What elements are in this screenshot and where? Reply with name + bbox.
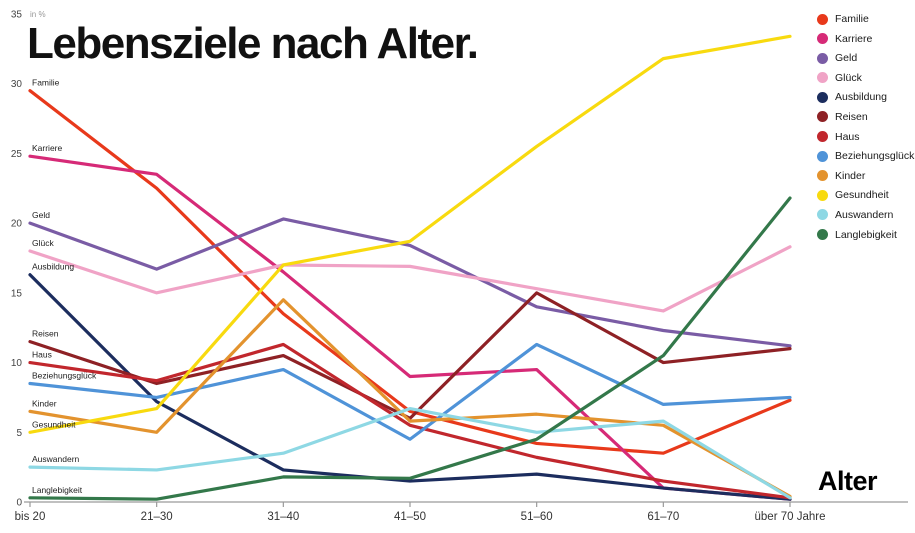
legend-label-beziehungsgl-ck: Beziehungsglück: [835, 150, 915, 163]
legend-item-reisen: Reisen: [817, 111, 914, 123]
y-tick-label-0: 0: [16, 498, 22, 509]
series-start-label-gesundheit: Gesundheit: [32, 419, 76, 429]
legend-label-gesundheit: Gesundheit: [835, 189, 889, 202]
series-line-reisen: [28, 291, 792, 420]
legend-item-familie: Familie: [817, 13, 914, 25]
legend-item-gl-ck: Glück: [817, 72, 914, 84]
series-start-label-gl-ck: Glück: [32, 238, 54, 248]
y-tick-label-10: 10: [11, 358, 23, 369]
legend-dot-reisen: [817, 111, 828, 123]
legend-dot-haus: [817, 131, 828, 143]
legend-dot-beziehungsgl-ck: [817, 150, 828, 162]
x-tick-label-bis-20: bis 20: [15, 511, 46, 523]
x-tick-label--ber-70-jahre: über 70 Jahre: [755, 511, 826, 523]
legend-dot-kinder: [817, 170, 828, 182]
x-tick-label-61-70: 61–70: [647, 511, 679, 523]
y-tick-label-25: 25: [11, 149, 23, 160]
series-line-auswandern: [28, 406, 792, 500]
series-line-gesundheit: [28, 34, 792, 434]
y-unit-label: in %: [30, 10, 46, 19]
legend-label-gl-ck: Glück: [835, 71, 862, 84]
legend-dot-auswandern: [817, 209, 828, 221]
legend-label-reisen: Reisen: [835, 110, 868, 123]
x-tick-label-21-30: 21–30: [141, 511, 173, 523]
chart-legend: Familie Karriere Geld Glück Ausbildung Reisen…: [817, 13, 914, 248]
page-title: Lebensziele nach Alter.: [27, 19, 479, 68]
legend-label-kinder: Kinder: [835, 169, 866, 182]
legend-dot-familie: [817, 13, 828, 25]
series-start-label-kinder: Kinder: [32, 398, 57, 408]
series-start-label-haus: Haus: [32, 350, 52, 360]
series-line-familie: [28, 89, 792, 455]
legend-dot-gesundheit: [817, 189, 828, 201]
series-start-label-auswandern: Auswandern: [32, 454, 80, 464]
legend-item-haus: Haus: [817, 131, 914, 143]
legend-item-langlebigkeit: Langlebigkeit: [817, 229, 914, 241]
x-tick-label-41-50: 41–50: [394, 511, 426, 523]
series-line-haus: [28, 342, 792, 500]
x-axis-title: Alter: [818, 466, 878, 496]
legend-item-geld: Geld: [817, 52, 914, 64]
legend-item-ausbildung: Ausbildung: [817, 91, 914, 103]
legend-item-kinder: Kinder: [817, 170, 914, 182]
series-line-geld: [28, 217, 792, 348]
series-start-label-familie: Familie: [32, 78, 60, 88]
legend-dot-ausbildung: [817, 91, 828, 103]
x-tick-label-51-60: 51–60: [521, 511, 553, 523]
y-tick-label-5: 5: [16, 428, 22, 439]
series-line-ausbildung: [28, 273, 792, 501]
legend-label-auswandern: Auswandern: [835, 208, 894, 221]
y-tick-label-30: 30: [11, 79, 23, 90]
series-line-kinder: [28, 298, 792, 499]
series-line-gl-ck: [28, 245, 792, 313]
series-line-langlebigkeit: [28, 196, 792, 501]
series-line-beziehungsgl-ck: [28, 342, 792, 441]
y-tick-label-20: 20: [11, 219, 23, 230]
legend-dot-karriere: [817, 33, 828, 45]
series-start-label-reisen: Reisen: [32, 329, 59, 339]
legend-label-geld: Geld: [835, 52, 858, 65]
legend-label-haus: Haus: [835, 130, 860, 143]
legend-item-gesundheit: Gesundheit: [817, 189, 914, 201]
legend-label-familie: Familie: [835, 13, 869, 25]
legend-item-auswandern: Auswandern: [817, 209, 914, 221]
series-start-label-langlebigkeit: Langlebigkeit: [32, 485, 83, 495]
x-tick-label-31-40: 31–40: [267, 511, 299, 523]
legend-dot-langlebigkeit: [817, 229, 828, 241]
series-start-label-karriere: Karriere: [32, 143, 63, 153]
legend-item-beziehungsgl-ck: Beziehungsglück: [817, 150, 914, 162]
y-tick-label-35: 35: [11, 10, 23, 21]
series-start-label-beziehungsgl-ck: Beziehungsglück: [32, 370, 97, 380]
series-start-label-ausbildung: Ausbildung: [32, 262, 74, 272]
series-start-label-geld: Geld: [32, 210, 50, 220]
y-tick-label-15: 15: [11, 288, 23, 299]
legend-item-karriere: Karriere: [817, 33, 914, 45]
legend-label-ausbildung: Ausbildung: [835, 91, 887, 104]
legend-label-langlebigkeit: Langlebigkeit: [835, 228, 897, 241]
legend-dot-geld: [817, 52, 828, 64]
legend-dot-gl-ck: [817, 72, 828, 84]
legend-label-karriere: Karriere: [835, 32, 873, 45]
